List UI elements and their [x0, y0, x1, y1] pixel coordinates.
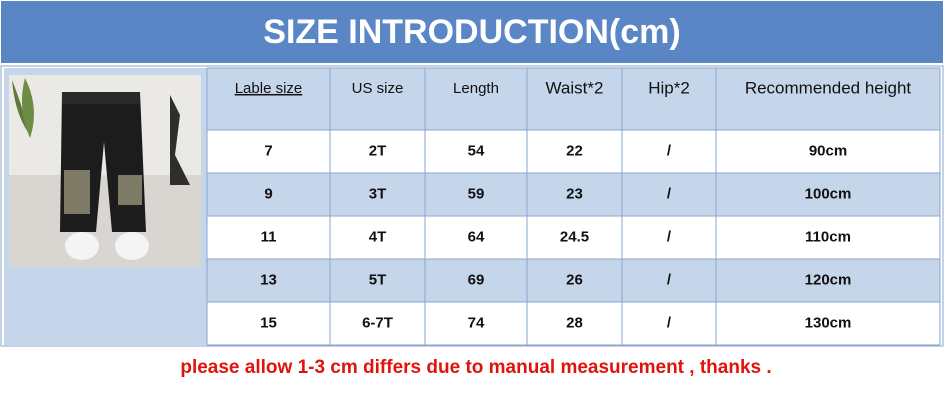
cell: 59 [468, 185, 485, 202]
plant [21, 78, 34, 138]
column-header: Recommended height [745, 78, 912, 97]
cell: 100cm [805, 185, 852, 202]
cell: 24.5 [560, 228, 589, 245]
cell: / [667, 314, 672, 331]
cell: 130cm [805, 314, 852, 331]
cell: / [667, 185, 672, 202]
product-photo [9, 75, 201, 267]
table: Lable size US size Length Waist*2 Hip*2 Recom… [206, 67, 941, 346]
title-band [1, 1, 943, 63]
footer-note: please allow 1-3 cm differs due to manua… [180, 357, 771, 378]
shoe [115, 232, 149, 260]
row-bg [207, 216, 940, 259]
pocket [64, 170, 90, 214]
cell: / [667, 228, 672, 245]
row-bg [207, 173, 940, 216]
header-row [207, 68, 940, 130]
cell: 5T [369, 271, 387, 288]
cell: 6-7T [362, 314, 393, 331]
column-header: US size [352, 80, 404, 97]
cell: 26 [566, 271, 583, 288]
cell: 120cm [805, 271, 852, 288]
column-header: Waist*2 [546, 78, 604, 97]
cell: 11 [261, 228, 277, 245]
row-bg [207, 302, 940, 345]
cell: 22 [566, 142, 583, 159]
cell: 2T [369, 142, 387, 159]
waistband [62, 92, 140, 104]
cell: 15 [260, 314, 277, 331]
column-header: Lable size [235, 80, 303, 97]
cell: / [667, 142, 672, 159]
cell: 90cm [809, 142, 847, 159]
cell: 110cm [805, 228, 851, 245]
column-header: Hip*2 [648, 78, 690, 97]
cell: 69 [468, 271, 485, 288]
cell: 9 [264, 185, 272, 202]
cell: 28 [566, 314, 583, 331]
deer-decor [170, 95, 190, 185]
cell: 3T [369, 185, 387, 202]
row-bg [207, 259, 940, 302]
title: SIZE INTRODUCTION(cm) [263, 13, 680, 51]
row-bg [207, 130, 940, 173]
cell: 74 [468, 314, 485, 331]
cell: 23 [566, 185, 583, 202]
cell: 7 [264, 142, 272, 159]
shoe [65, 232, 99, 260]
cell: 4T [369, 228, 387, 245]
cell: 54 [468, 142, 485, 159]
cell: 13 [260, 271, 277, 288]
cell: / [667, 271, 672, 288]
pocket [118, 175, 142, 205]
cell: 64 [468, 228, 485, 245]
column-header: Length [453, 80, 499, 97]
